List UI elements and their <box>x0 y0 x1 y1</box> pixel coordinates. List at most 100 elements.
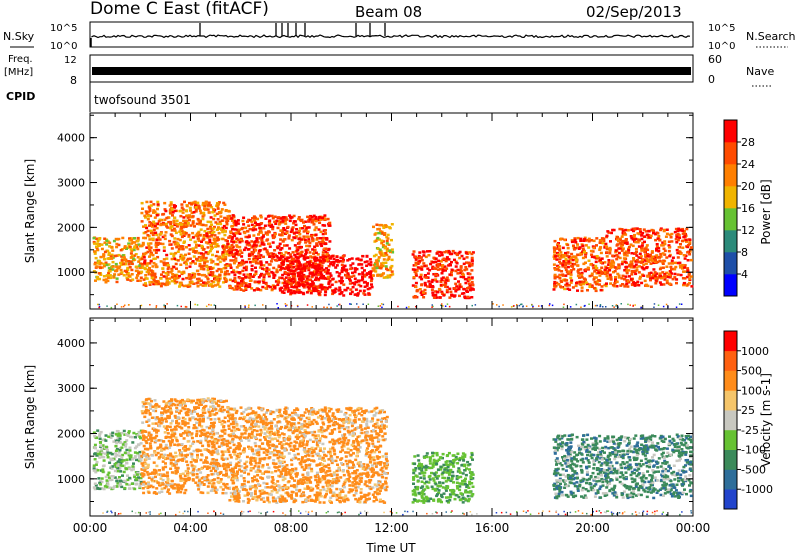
scatter-cell <box>155 226 159 230</box>
scatter-cell <box>599 305 602 307</box>
scatter-cell <box>124 304 126 306</box>
scatter-cell <box>160 273 163 276</box>
scatter-cell <box>563 303 565 306</box>
scatter-cell <box>225 245 229 248</box>
scatter-cell <box>613 306 615 308</box>
scatter-cell <box>470 258 474 262</box>
colorbar-segment <box>724 274 737 297</box>
scatter-cell <box>377 231 381 235</box>
scatter-cell <box>198 259 202 262</box>
scatter-cell <box>381 306 383 309</box>
scatter-cell <box>584 269 587 273</box>
scatter-cell <box>212 478 216 481</box>
scatter-cell <box>226 406 230 409</box>
scatter-cell <box>288 247 292 250</box>
scatter-cell <box>222 224 226 228</box>
scatter-cell <box>580 273 584 277</box>
colorbar-segment <box>724 120 737 143</box>
scatter-cell <box>195 406 199 409</box>
scatter-cell <box>682 282 686 285</box>
scatter-cell <box>210 483 214 486</box>
scatter-cell <box>279 238 283 241</box>
scatter-cell <box>185 214 189 217</box>
scatter-cell <box>465 256 469 259</box>
scatter-cell <box>221 226 225 230</box>
scatter-cell <box>174 416 178 419</box>
scatter-cell <box>626 285 630 288</box>
scatter-cell <box>253 280 257 284</box>
scatter-cell <box>645 233 649 236</box>
scatter-cell <box>108 241 112 245</box>
scatter-cell <box>224 280 228 283</box>
scatter-cell <box>470 276 474 279</box>
scatter-cell <box>671 277 675 281</box>
scatter-cell <box>251 228 255 232</box>
scatter-cell <box>219 409 223 413</box>
scatter-cell <box>290 257 294 260</box>
scatter-cell <box>212 242 216 245</box>
scatter-cell <box>214 469 217 473</box>
scatter-cell <box>297 237 301 241</box>
scatter-cell <box>439 280 443 283</box>
scatter-cell <box>210 485 214 488</box>
scatter-cell <box>646 284 650 288</box>
scatter-cell <box>295 288 299 292</box>
scatter-cell <box>198 223 202 226</box>
scatter-cell <box>263 247 267 250</box>
scatter-cell <box>643 247 647 251</box>
scatter-cell <box>102 487 106 491</box>
scatter-cell <box>688 253 692 256</box>
scatter-cell <box>211 397 215 401</box>
scatter-cell <box>115 268 119 272</box>
scatter-cell <box>356 303 358 305</box>
scatter-cell <box>653 303 656 305</box>
scatter-cell <box>283 218 287 221</box>
scatter-cell <box>212 280 216 284</box>
scatter-cell <box>310 256 314 259</box>
scatter-cell <box>342 283 346 286</box>
scatter-cell <box>118 437 122 440</box>
scatter-cell <box>232 219 236 223</box>
scatter-cell <box>100 477 104 480</box>
scatter-cell <box>223 203 227 206</box>
scatter-cell <box>155 464 159 468</box>
scatter-cell <box>273 235 277 238</box>
scatter-cell <box>676 251 680 255</box>
scatter-cell <box>147 434 151 437</box>
scatter-cell <box>320 264 324 267</box>
scatter-cell <box>670 272 673 275</box>
scatter-cell <box>270 257 274 260</box>
scatter-cell <box>159 260 163 263</box>
scatter-cell <box>657 276 661 279</box>
scatter-cell <box>129 279 133 282</box>
scatter-cell <box>430 280 434 284</box>
scatter-cell <box>577 271 581 275</box>
scatter-cell <box>643 240 646 244</box>
scatter-cell <box>94 484 98 487</box>
scatter-cell <box>377 305 380 307</box>
scatter-cell <box>312 214 316 218</box>
scatter-cell <box>618 256 622 260</box>
scatter-cell <box>600 237 604 240</box>
scatter-cell <box>666 275 670 279</box>
scatter-cell <box>161 270 165 274</box>
scatter-cell <box>582 282 585 286</box>
scatter-cell <box>127 244 131 247</box>
scatter-cell <box>350 303 352 305</box>
scatter-cell <box>444 282 448 285</box>
scatter-cell <box>221 245 225 248</box>
scatter-cell <box>96 277 100 281</box>
scatter-cell <box>464 281 468 285</box>
scatter-cell <box>94 256 98 260</box>
scatter-cell <box>620 243 624 247</box>
scatter-cell <box>204 284 208 287</box>
scatter-cell <box>435 290 439 294</box>
scatter-cell <box>323 276 326 280</box>
scatter-cell <box>113 469 117 473</box>
scatter-cell <box>552 263 556 266</box>
scatter-cell <box>212 482 216 485</box>
colorbar-tick-label: 16 <box>741 202 755 215</box>
scatter-cell <box>559 262 563 265</box>
scatter-cell <box>591 250 595 253</box>
